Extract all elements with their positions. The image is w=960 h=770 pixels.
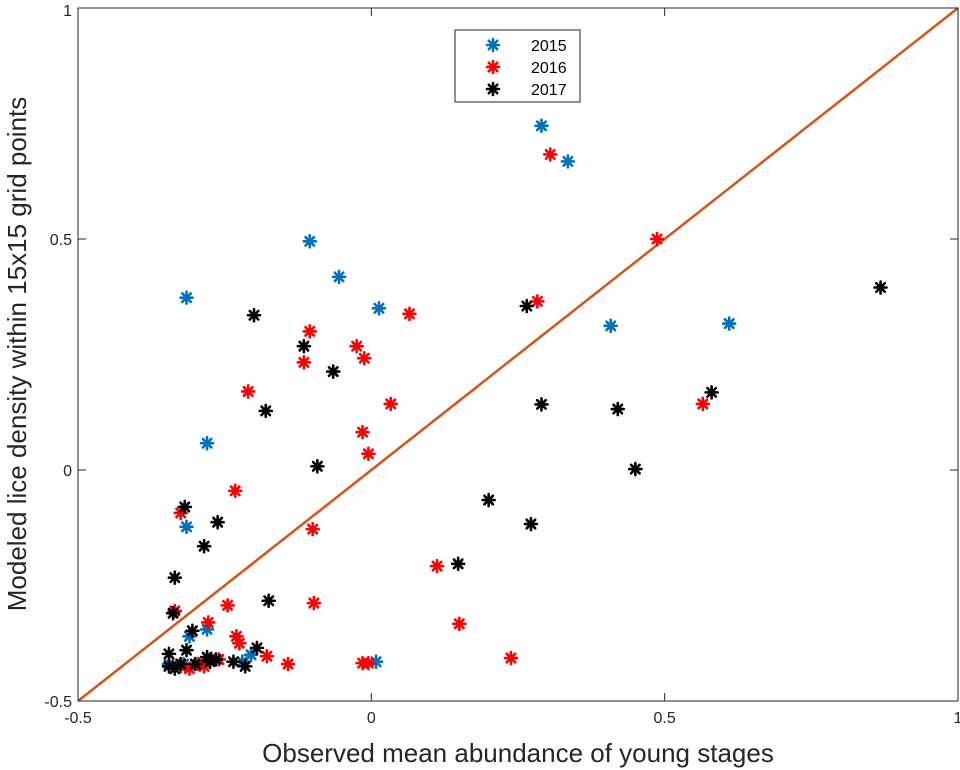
data-point-2016	[305, 521, 320, 537]
plot-frame	[77, 7, 959, 702]
legend-label: 2017	[531, 82, 567, 99]
data-point-2017	[610, 401, 626, 417]
data-point-2017	[210, 514, 225, 530]
data-point-2016	[361, 655, 376, 671]
y-tick-label: 0.5	[50, 232, 72, 249]
data-point-2017	[481, 492, 496, 508]
data-point-2015	[371, 300, 387, 316]
data-point-2016	[402, 306, 417, 322]
legend-item-2017: 2017	[485, 81, 567, 99]
data-point-2017	[310, 459, 325, 474]
data-point-2017	[226, 654, 241, 670]
data-point-2016	[355, 424, 370, 440]
data-point-2016	[200, 615, 216, 630]
data-point-2017	[450, 556, 466, 572]
x-tick-label: -0.5	[64, 710, 92, 727]
data-point-2017	[628, 461, 643, 477]
data-point-2015	[560, 154, 576, 169]
data-point-2017	[534, 397, 549, 412]
data-point-2016	[542, 147, 558, 162]
data-point-2017	[261, 593, 276, 609]
data-point-2015	[179, 290, 194, 305]
data-point-2017	[519, 298, 535, 314]
data-point-2015	[368, 654, 384, 670]
data-point-2016	[296, 355, 312, 370]
x-axis-label: Observed mean abundance of young stages	[262, 738, 774, 768]
data-point-2016	[649, 231, 665, 247]
y-axis-label: Modeled lice density within 15x15 grid p…	[2, 97, 32, 612]
data-points-layer	[161, 118, 888, 676]
data-point-2017	[523, 516, 539, 532]
data-point-2017	[185, 623, 200, 639]
legend-item-2015: 2015	[485, 37, 567, 55]
data-point-2016	[361, 446, 376, 462]
legend: 2015 2016 2017	[454, 29, 581, 103]
x-tick-label: 1	[954, 710, 960, 727]
data-point-2017	[237, 659, 253, 674]
data-point-2017	[177, 499, 193, 515]
data-point-2017	[161, 646, 177, 662]
data-point-2016	[220, 598, 235, 613]
data-point-2017	[196, 538, 212, 554]
data-point-2016	[429, 558, 445, 574]
data-point-2017	[161, 659, 177, 674]
x-axis-ticks: -0.5 0 0.5 1	[64, 8, 960, 727]
data-point-2015	[199, 435, 215, 451]
data-point-2016	[356, 350, 372, 366]
data-point-2017	[246, 307, 262, 323]
data-point-2017	[258, 403, 274, 419]
data-point-2017	[188, 656, 203, 672]
data-point-2015	[534, 118, 549, 134]
data-point-2017	[173, 656, 188, 672]
data-point-2016	[530, 294, 545, 309]
legend-label: 2016	[531, 60, 567, 77]
data-point-2015	[302, 234, 318, 249]
data-point-2016	[302, 324, 318, 339]
data-point-2015	[331, 269, 347, 285]
legend-item-2016: 2016	[485, 59, 567, 77]
data-point-2016	[452, 616, 467, 632]
data-point-2017	[165, 605, 181, 621]
y-axis-ticks: -0.5 0 0.5 1	[44, 3, 958, 711]
y-tick-label: 1	[63, 3, 72, 20]
data-point-2016	[349, 338, 364, 354]
reference-line-layer	[77, 7, 959, 702]
y-tick-label: 0	[63, 463, 72, 480]
data-point-2017	[296, 338, 312, 354]
data-point-2016	[306, 595, 322, 611]
data-point-2016	[383, 396, 398, 412]
reference-line	[77, 7, 959, 702]
data-point-2017	[325, 364, 341, 379]
x-tick-label: 0	[367, 710, 376, 727]
data-point-2016	[240, 384, 256, 399]
data-point-2016	[695, 396, 711, 412]
legend-box	[454, 29, 581, 103]
data-point-2016	[227, 483, 243, 499]
data-point-2017	[202, 654, 218, 670]
data-point-2016	[232, 635, 247, 651]
data-point-2017	[249, 640, 265, 656]
data-point-2015	[603, 318, 618, 334]
x-tick-label: 0.5	[654, 710, 676, 727]
data-point-2017	[873, 280, 888, 295]
legend-marker-2015	[485, 37, 501, 53]
data-point-2016	[259, 648, 275, 664]
data-point-2016	[503, 650, 519, 666]
data-point-2015	[179, 519, 194, 535]
y-tick-label: -0.5	[44, 694, 72, 711]
data-point-2015	[721, 316, 737, 331]
data-point-2017	[704, 385, 719, 400]
data-point-2016	[280, 656, 296, 672]
legend-label: 2015	[531, 38, 567, 55]
legend-marker-2017	[485, 81, 501, 97]
data-point-2017	[167, 570, 183, 585]
data-point-2017	[179, 642, 194, 658]
legend-marker-2016	[485, 59, 501, 75]
